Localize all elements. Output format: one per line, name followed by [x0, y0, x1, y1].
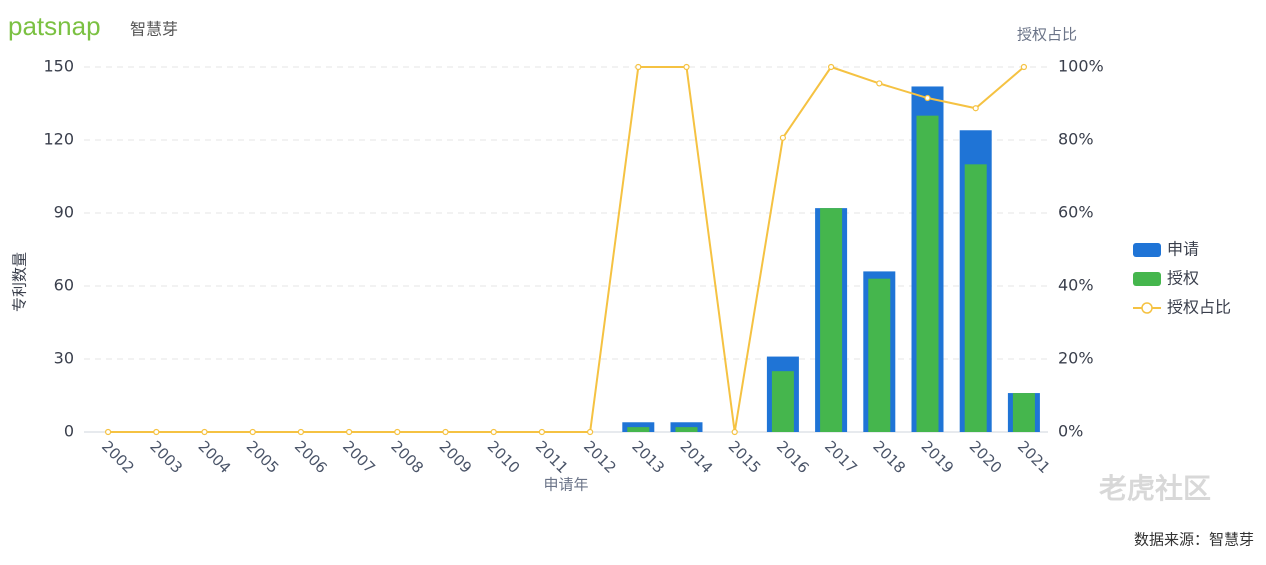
line-point	[442, 428, 449, 436]
bar	[771, 371, 794, 432]
line	[108, 65, 1025, 433]
line-point	[153, 428, 160, 436]
logo-name: 智慧芽	[130, 20, 178, 39]
legend-label: 申请	[1167, 240, 1199, 259]
y2-axis-label: 授权占比	[1017, 26, 1077, 44]
y-tick-label: 30	[54, 349, 74, 368]
legend-label: 授权占比	[1167, 298, 1231, 317]
x-tick-label: 2012	[580, 437, 620, 477]
y-tick-label: 0	[64, 422, 74, 441]
x-tick-label: 2005	[243, 437, 283, 477]
logo-brand: patsnap	[8, 11, 101, 41]
source: 数据来源：智慧芽	[1134, 531, 1254, 549]
line-point	[249, 428, 256, 436]
bar	[820, 208, 843, 432]
line-point	[635, 63, 642, 71]
bar	[964, 164, 987, 433]
x-tick-label: 2014	[676, 437, 716, 477]
line-point	[1020, 63, 1028, 71]
line-point	[490, 428, 497, 436]
bar	[627, 427, 650, 432]
x-tick-label: 2006	[291, 437, 331, 477]
x-tick-label: 2009	[435, 437, 475, 477]
x-axis-label: 申请年	[543, 476, 588, 494]
line-point	[201, 428, 208, 436]
bar	[916, 115, 939, 433]
y-tick-label: 120	[43, 130, 74, 149]
y2-tick-label: 60%	[1058, 203, 1094, 222]
x-tick-label: 2003	[146, 437, 186, 477]
bar	[868, 278, 891, 432]
y-axis-label: 专利数量	[11, 252, 29, 312]
x-tick-label: 2021	[1014, 437, 1054, 477]
x-tick-label: 2019	[917, 437, 957, 477]
y2-tick-label: 20%	[1058, 349, 1094, 368]
line-point	[104, 428, 112, 436]
y2-tick-label: 40%	[1058, 276, 1094, 295]
x-tick-label: 2007	[339, 437, 379, 477]
line-point	[683, 63, 690, 71]
bar	[1012, 393, 1035, 432]
line-point	[924, 94, 931, 102]
x-tick-label: 2020	[966, 437, 1006, 477]
line-point	[827, 63, 835, 71]
bar	[675, 427, 698, 432]
line-point	[297, 428, 304, 436]
y2-tick-label: 80%	[1058, 130, 1094, 149]
line-point	[972, 105, 979, 112]
legend-marker	[1141, 302, 1153, 314]
x-tick-label: 2008	[387, 437, 427, 477]
y2-tick-label: 0%	[1058, 422, 1083, 441]
y2-tick-label: 100%	[1058, 57, 1104, 76]
legend-swatch	[1133, 243, 1161, 257]
watermark: 老虎社区	[1099, 472, 1211, 505]
line-point	[779, 134, 787, 141]
x-tick-label: 2013	[628, 437, 668, 477]
y-tick-label: 150	[43, 57, 74, 76]
legend-swatch	[1133, 272, 1161, 286]
x-tick-label: 2016	[773, 437, 813, 477]
x-tick-label: 2004	[194, 437, 234, 477]
x-tick-label: 2002	[98, 437, 138, 477]
line-point	[876, 80, 883, 87]
line-point	[346, 428, 353, 436]
line-point	[394, 428, 401, 436]
y-tick-label: 90	[54, 203, 74, 222]
x-tick-label: 2010	[484, 437, 524, 477]
x-tick-label: 2015	[725, 437, 765, 477]
line-point	[586, 428, 594, 436]
line-point	[731, 428, 738, 436]
x-tick-label: 2011	[532, 437, 572, 477]
y-tick-label: 60	[54, 276, 74, 295]
line-point	[538, 428, 546, 436]
x-tick-label: 2018	[869, 437, 909, 477]
x-tick-label: 2017	[821, 437, 861, 477]
legend-label: 授权	[1167, 269, 1199, 288]
